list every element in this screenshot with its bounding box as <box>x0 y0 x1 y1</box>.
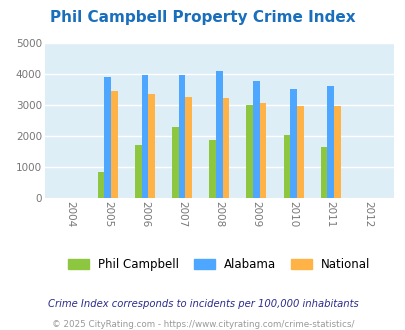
Bar <box>104 77 111 198</box>
Bar <box>178 75 185 198</box>
Text: © 2025 CityRating.com - https://www.cityrating.com/crime-statistics/: © 2025 CityRating.com - https://www.city… <box>51 320 354 329</box>
Bar <box>148 94 155 198</box>
Bar <box>290 89 296 198</box>
Text: Phil Campbell Property Crime Index: Phil Campbell Property Crime Index <box>50 10 355 25</box>
Bar <box>111 91 117 198</box>
Bar <box>259 103 266 198</box>
Bar <box>283 135 290 198</box>
Bar <box>333 107 340 198</box>
Text: Crime Index corresponds to incidents per 100,000 inhabitants: Crime Index corresponds to incidents per… <box>47 299 358 309</box>
Bar <box>320 147 326 198</box>
Bar <box>98 172 104 198</box>
Bar <box>252 81 259 198</box>
Bar <box>209 140 215 198</box>
Bar <box>326 86 333 198</box>
Bar <box>246 105 252 198</box>
Bar <box>296 106 303 198</box>
Bar <box>134 145 141 198</box>
Bar <box>185 97 192 198</box>
Legend: Phil Campbell, Alabama, National: Phil Campbell, Alabama, National <box>63 253 375 276</box>
Bar <box>215 71 222 198</box>
Bar <box>141 76 148 198</box>
Bar <box>172 127 178 198</box>
Bar <box>222 98 229 198</box>
